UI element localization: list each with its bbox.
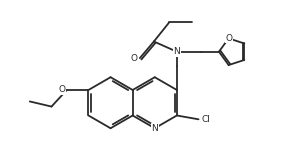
Text: N: N (174, 47, 180, 56)
Text: O: O (225, 34, 232, 43)
Text: O: O (59, 85, 66, 95)
Text: Cl: Cl (202, 115, 211, 124)
Text: N: N (151, 124, 158, 133)
Text: O: O (131, 54, 138, 63)
